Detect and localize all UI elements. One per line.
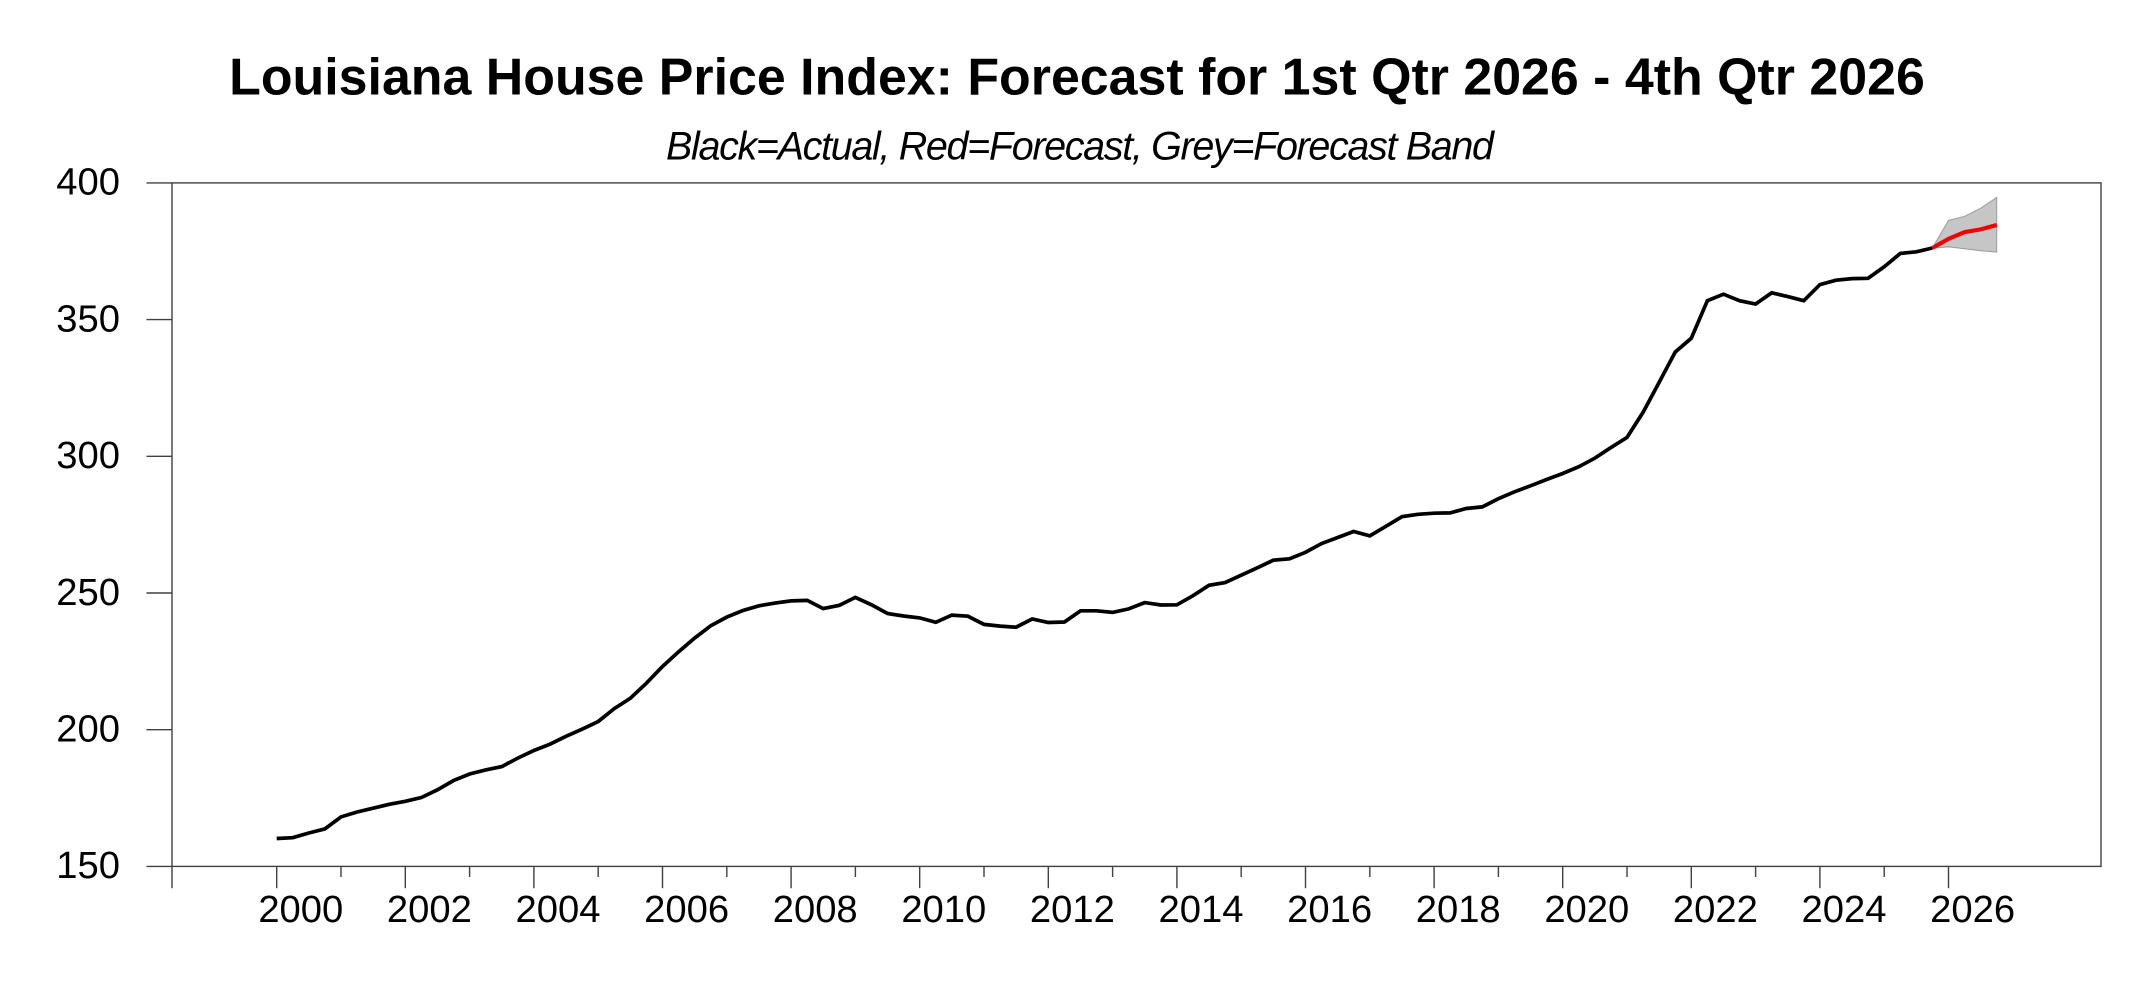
svg-text:2022: 2022 — [1673, 888, 1758, 931]
svg-text:2000: 2000 — [258, 888, 343, 931]
svg-text:2026: 2026 — [1930, 888, 2015, 931]
svg-text:Louisiana House Price Index: F: Louisiana House Price Index: Forecast fo… — [229, 47, 1925, 105]
svg-text:400: 400 — [56, 161, 120, 204]
svg-text:2018: 2018 — [1416, 888, 1501, 931]
svg-text:2024: 2024 — [1802, 888, 1887, 931]
svg-text:2004: 2004 — [516, 888, 601, 931]
svg-text:2006: 2006 — [644, 888, 729, 931]
svg-text:2010: 2010 — [901, 888, 986, 931]
svg-text:2008: 2008 — [773, 888, 858, 931]
svg-text:200: 200 — [56, 708, 120, 751]
svg-text:Black=Actual, Red=Forecast, Gr: Black=Actual, Red=Forecast, Grey=Forecas… — [666, 124, 1496, 168]
svg-text:350: 350 — [56, 297, 120, 340]
svg-text:2020: 2020 — [1544, 888, 1629, 931]
svg-text:150: 150 — [56, 844, 120, 887]
svg-text:250: 250 — [56, 571, 120, 614]
svg-text:300: 300 — [56, 434, 120, 477]
svg-text:2014: 2014 — [1159, 888, 1244, 931]
svg-text:2016: 2016 — [1287, 888, 1372, 931]
svg-text:2012: 2012 — [1030, 888, 1115, 931]
svg-text:2002: 2002 — [387, 888, 472, 931]
